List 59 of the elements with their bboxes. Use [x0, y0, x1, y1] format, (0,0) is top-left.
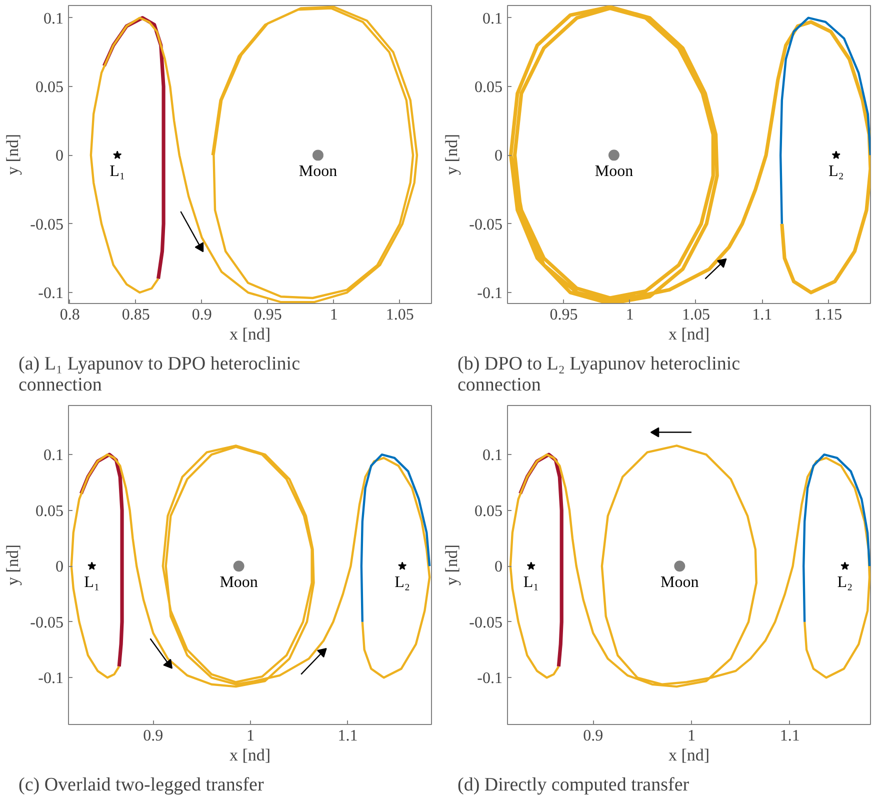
annotation: Moon	[220, 574, 258, 592]
x-tick-label: 1	[687, 728, 696, 744]
x-tick-label: 0.9	[192, 306, 212, 324]
x-tick-label: 0.9	[583, 728, 604, 744]
y-tick-label: 0.05	[474, 79, 502, 96]
y-tick-label: 0	[494, 558, 502, 576]
y-tick-label: 0.1	[44, 447, 64, 464]
x-tick-label: 1.1	[752, 306, 772, 324]
y-tick-label: 0.05	[36, 502, 64, 520]
annotation: L₂	[828, 163, 844, 180]
annotation: L₁	[523, 574, 539, 592]
y-tick-label: 0.1	[482, 447, 502, 464]
y-tick-label: 0	[56, 148, 64, 165]
y-tick-label: 0.1	[482, 10, 502, 28]
text: (b) DPO to L₂ Lyapunov heteroclinic connection	[458, 354, 740, 396]
y-axis-title: y [nd]	[3, 544, 22, 586]
x-tick-label: 0.9	[143, 728, 164, 744]
y-tick-label: -0.1	[38, 670, 64, 688]
x-tick-label: 1.1	[338, 728, 358, 744]
x-tick-label: 1.05	[386, 306, 414, 324]
y-tick-label: -0.05	[30, 614, 64, 632]
x-axis-title: x [nd]	[229, 746, 271, 764]
x-tick-label: 1	[626, 306, 634, 324]
x-axis-title: x [nd]	[668, 324, 710, 344]
y-tick-label: 0.1	[44, 10, 64, 28]
x-axis-title: x [nd]	[668, 746, 710, 764]
x-tick-label: 0.95	[254, 306, 282, 324]
text: (d) Directly computed transfer	[458, 774, 690, 796]
y-tick-label: 0	[494, 148, 502, 165]
y-axis-title: y [nd]	[442, 134, 462, 176]
annotation: Moon	[660, 574, 699, 592]
y-tick-label: -0.05	[469, 216, 502, 234]
y-tick-label: 0.05	[474, 502, 502, 520]
x-tick-label: 1	[330, 306, 338, 324]
y-tick-label: -0.1	[477, 285, 502, 302]
y-axis-title: y [nd]	[442, 544, 462, 586]
y-tick-label: -0.1	[477, 670, 502, 688]
y-tick-label: 0	[56, 558, 64, 576]
x-tick-label: 1.1	[780, 728, 800, 744]
x-tick-label: 1.05	[682, 306, 710, 324]
y-axis-title: y [nd]	[3, 134, 22, 176]
x-tick-label: 1	[246, 728, 254, 744]
text: (a) L₁ Lyapunov to DPO heteroclinic connection	[18, 354, 300, 396]
y-tick-label: 0.05	[36, 79, 64, 96]
x-axis-title: x [nd]	[229, 324, 271, 344]
annotation: L₂	[837, 574, 853, 592]
annotation: Moon	[594, 163, 634, 180]
x-tick-label: 0.8	[60, 306, 80, 324]
y-tick-label: -0.05	[469, 614, 502, 632]
x-tick-label: 0.85	[122, 306, 150, 324]
annotation: L₁	[110, 163, 126, 180]
x-tick-label: 1.15	[814, 306, 842, 324]
y-tick-label: -0.05	[30, 216, 64, 234]
annotation: L₁	[84, 574, 100, 592]
annotation: L₂	[394, 574, 410, 592]
x-tick-label: 0.95	[550, 306, 578, 324]
annotation: Moon	[298, 163, 338, 180]
y-tick-label: -0.1	[38, 285, 64, 302]
text: (c) Overlaid two-legged transfer	[18, 774, 264, 796]
